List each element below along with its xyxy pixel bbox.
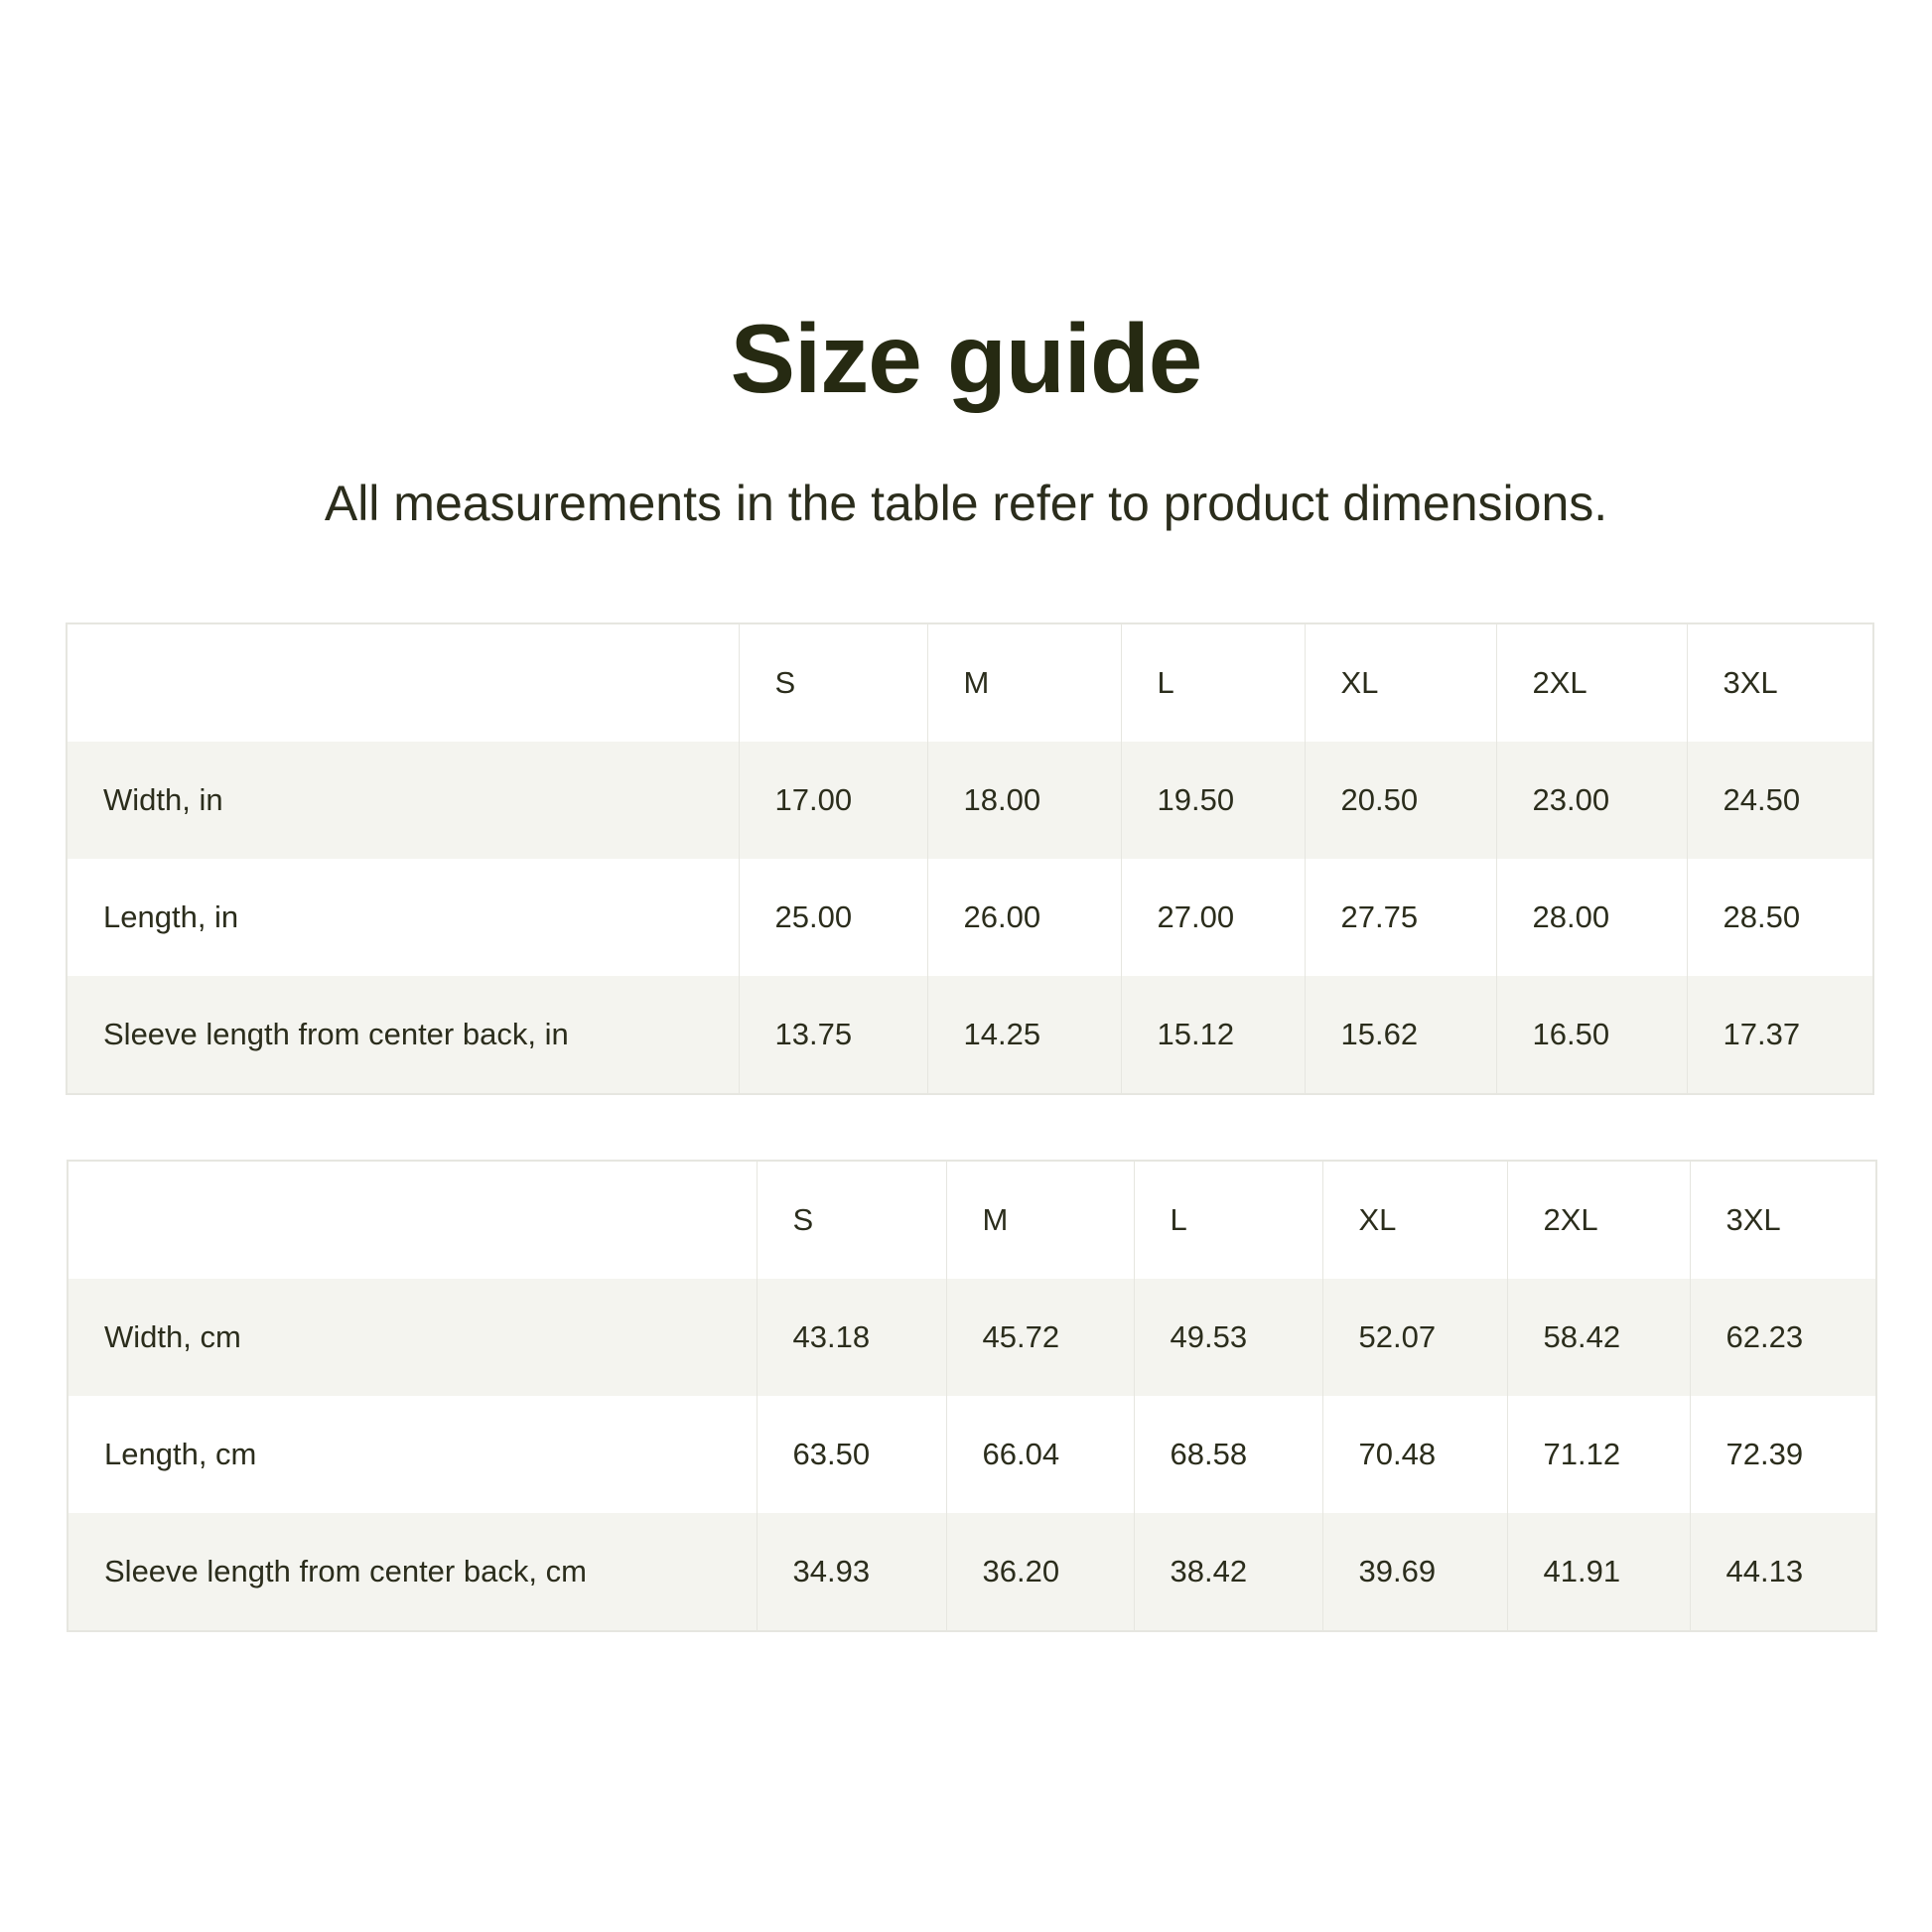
cell: 62.23: [1689, 1279, 1876, 1396]
header-cell: 3XL: [1686, 623, 1873, 742]
cell: 52.07: [1321, 1279, 1507, 1396]
cell: 66.04: [945, 1396, 1134, 1513]
cell: 49.53: [1133, 1279, 1322, 1396]
table-row: Length, in 25.00 26.00 27.00 27.75 28.00…: [67, 859, 1873, 976]
cell: 71.12: [1506, 1396, 1690, 1513]
cell: 20.50: [1304, 742, 1496, 859]
header-cell: XL: [1321, 1161, 1507, 1279]
header-cell: S: [756, 1161, 946, 1279]
table-row: Length, cm 63.50 66.04 68.58 70.48 71.12…: [68, 1396, 1876, 1513]
row-label: Sleeve length from center back, in: [67, 976, 739, 1094]
page-title: Size guide: [730, 304, 1203, 413]
header-cell: M: [926, 623, 1121, 742]
cell: 34.93: [756, 1513, 946, 1631]
cell: 72.39: [1689, 1396, 1876, 1513]
cell: 19.50: [1120, 742, 1305, 859]
cell: 27.75: [1304, 859, 1496, 976]
cell: 44.13: [1689, 1513, 1876, 1631]
header-cell: [67, 623, 739, 742]
table-header-row: S M L XL 2XL 3XL: [68, 1161, 1876, 1279]
cell: 41.91: [1506, 1513, 1690, 1631]
cell: 36.20: [945, 1513, 1134, 1631]
size-table-inches: S M L XL 2XL 3XL Width, in 17.00 18.00 1…: [66, 622, 1874, 1095]
cell: 16.50: [1495, 976, 1687, 1094]
cell: 68.58: [1133, 1396, 1322, 1513]
cell: 27.00: [1120, 859, 1305, 976]
cell: 13.75: [738, 976, 927, 1094]
header-cell: M: [945, 1161, 1134, 1279]
cell: 45.72: [945, 1279, 1134, 1396]
size-table-centimeters: S M L XL 2XL 3XL Width, cm 43.18 45.72 4…: [67, 1160, 1877, 1632]
cell: 43.18: [756, 1279, 946, 1396]
row-label: Width, cm: [68, 1279, 757, 1396]
cell: 26.00: [926, 859, 1121, 976]
cell: 24.50: [1686, 742, 1873, 859]
cell: 38.42: [1133, 1513, 1322, 1631]
row-label: Length, cm: [104, 1437, 257, 1471]
row-label: Width, in: [67, 742, 739, 859]
cell: 14.25: [926, 976, 1121, 1094]
row-label: Length, in: [103, 899, 239, 934]
header-cell: L: [1133, 1161, 1322, 1279]
header-cell: [68, 1161, 757, 1279]
cell: 17.37: [1686, 976, 1873, 1094]
header-cell: XL: [1304, 623, 1496, 742]
cell: 28.00: [1495, 859, 1687, 976]
header-cell: S: [738, 623, 927, 742]
cell: 39.69: [1321, 1513, 1507, 1631]
row-label: Sleeve length from center back, cm: [68, 1513, 757, 1631]
cell: 15.62: [1304, 976, 1496, 1094]
header-cell: 3XL: [1689, 1161, 1876, 1279]
header-cell: 2XL: [1495, 623, 1687, 742]
header-cell: L: [1120, 623, 1305, 742]
table-header-row: S M L XL 2XL 3XL: [67, 623, 1873, 742]
header-cell: 2XL: [1506, 1161, 1690, 1279]
page-subtitle: All measurements in the table refer to p…: [324, 476, 1608, 531]
table-row: Sleeve length from center back, cm 34.93…: [68, 1513, 1876, 1631]
cell: 70.48: [1321, 1396, 1507, 1513]
table-row: Sleeve length from center back, in 13.75…: [67, 976, 1873, 1094]
cell: 15.12: [1120, 976, 1305, 1094]
table-row: Width, in 17.00 18.00 19.50 20.50 23.00 …: [67, 742, 1873, 859]
cell: 28.50: [1686, 859, 1873, 976]
cell: 18.00: [926, 742, 1121, 859]
table-row: Width, cm 43.18 45.72 49.53 52.07 58.42 …: [68, 1279, 1876, 1396]
cell: 23.00: [1495, 742, 1687, 859]
cell: 63.50: [756, 1396, 946, 1513]
cell: 17.00: [738, 742, 927, 859]
cell: 58.42: [1506, 1279, 1690, 1396]
cell: 25.00: [738, 859, 927, 976]
